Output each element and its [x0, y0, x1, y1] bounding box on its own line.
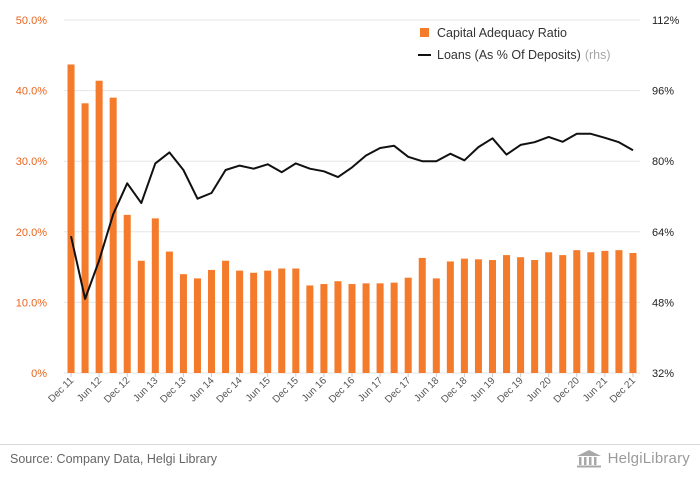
- line-series-loans: [70, 132, 634, 300]
- bar-capital-adequacy: [376, 283, 384, 373]
- bar-capital-adequacy: [193, 278, 201, 373]
- x-tick-label: Dec 15: [271, 375, 301, 405]
- bar-capital-adequacy: [531, 260, 539, 373]
- bar-capital-adequacy: [81, 103, 89, 374]
- legend-label-capital-adequacy: Capital Adequacy Ratio: [437, 26, 567, 40]
- bar-capital-adequacy: [137, 260, 145, 373]
- x-tick-label: Jun 17: [356, 375, 385, 404]
- x-tick-label: Dec 18: [439, 375, 469, 405]
- x-tick-label: Jun 21: [581, 375, 610, 404]
- bar-series-capital-adequacy: [67, 64, 637, 374]
- bar-capital-adequacy: [488, 260, 496, 373]
- bar-capital-adequacy: [264, 270, 272, 373]
- legend: Capital Adequacy Ratio Loans (As % Of De…: [418, 26, 611, 62]
- bar-capital-adequacy: [517, 257, 525, 373]
- library-building-icon: [576, 450, 601, 468]
- bar-capital-adequacy: [306, 285, 314, 373]
- bar-capital-adequacy: [179, 274, 187, 373]
- bar-capital-adequacy: [236, 270, 244, 373]
- bar-capital-adequacy: [587, 252, 595, 373]
- right-axis-tick-label: 64%: [652, 227, 674, 239]
- x-tick-label: Jun 14: [188, 375, 217, 404]
- chart: 0% 10.0% 20.0% 30.0% 40.0% 50.0% 32% 48% 64% 80%…: [16, 15, 680, 406]
- left-axis-tick-label: 0%: [31, 368, 47, 380]
- bar-capital-adequacy: [67, 64, 75, 373]
- x-tick-label: Dec 21: [608, 375, 638, 405]
- bar-capital-adequacy: [250, 272, 258, 373]
- x-tick-label: Dec 11: [46, 375, 76, 405]
- left-axis-tick-label: 10.0%: [16, 297, 47, 309]
- bar-capital-adequacy: [292, 268, 300, 373]
- right-axis-tick-label: 96%: [652, 86, 674, 98]
- bar-capital-adequacy: [334, 281, 342, 373]
- logo-text: HelgiLibrary: [607, 449, 690, 467]
- bar-capital-adequacy: [545, 252, 553, 373]
- right-axis-tick-label: 112%: [652, 15, 680, 27]
- footer-divider: [0, 444, 700, 445]
- left-axis: 0% 10.0% 20.0% 30.0% 40.0% 50.0%: [16, 15, 47, 380]
- bar-capital-adequacy: [362, 283, 370, 373]
- right-axis-tick-label: 80%: [652, 156, 674, 168]
- x-tick-label: Jun 20: [525, 375, 554, 404]
- x-tick-label: Dec 19: [496, 375, 526, 405]
- legend-swatch-capital-adequacy: [420, 28, 429, 37]
- right-axis: 32% 48% 64% 80% 96% 112%: [652, 15, 680, 380]
- legend-label-loans-name: Loans (As % Of Deposits): [437, 48, 581, 62]
- x-tick-label: Dec 17: [383, 375, 413, 405]
- right-axis-tick-label: 32%: [652, 368, 674, 380]
- bar-capital-adequacy: [222, 260, 230, 373]
- bar-capital-adequacy: [629, 252, 637, 373]
- bar-capital-adequacy: [404, 277, 412, 373]
- bar-capital-adequacy: [320, 284, 328, 373]
- gridlines: [64, 19, 640, 374]
- bar-capital-adequacy: [460, 258, 468, 373]
- x-tick-label: Dec 12: [102, 375, 132, 405]
- bar-capital-adequacy: [601, 250, 609, 373]
- bar-capital-adequacy: [390, 282, 398, 373]
- bar-capital-adequacy: [208, 269, 216, 373]
- x-tick-label: Dec 14: [215, 375, 245, 405]
- bar-capital-adequacy: [418, 257, 426, 373]
- bar-capital-adequacy: [151, 218, 159, 373]
- bar-capital-adequacy: [165, 251, 173, 373]
- left-axis-tick-label: 30.0%: [16, 156, 47, 168]
- x-tick-label: Jun 19: [469, 375, 498, 404]
- x-tick-label: Dec 13: [158, 375, 188, 405]
- bar-capital-adequacy: [432, 278, 440, 373]
- x-tick-label: Dec 16: [327, 375, 357, 405]
- bar-capital-adequacy: [503, 255, 511, 373]
- bar-capital-adequacy: [615, 250, 623, 373]
- left-axis-tick-label: 20.0%: [16, 227, 47, 239]
- bar-capital-adequacy: [474, 259, 482, 373]
- legend-label-loans: Loans (As % Of Deposits) (rhs): [437, 48, 611, 62]
- x-tick-label: Jun 12: [75, 375, 104, 404]
- source-note: Source: Company Data, Helgi Library: [10, 452, 218, 466]
- bar-capital-adequacy: [559, 255, 567, 373]
- x-tick-label: Jun 15: [244, 375, 273, 404]
- bar-capital-adequacy: [446, 261, 454, 373]
- x-tick-label: Jun 16: [300, 375, 329, 404]
- left-axis-tick-label: 40.0%: [16, 86, 47, 98]
- bar-capital-adequacy: [278, 268, 286, 373]
- left-axis-tick-label: 50.0%: [16, 15, 47, 27]
- bar-capital-adequacy: [123, 214, 131, 373]
- bar-capital-adequacy: [95, 80, 103, 373]
- bar-capital-adequacy: [573, 250, 581, 373]
- line-loans-to-deposits: [70, 132, 634, 300]
- bar-capital-adequacy: [348, 284, 356, 373]
- right-axis-tick-label: 48%: [652, 297, 674, 309]
- legend-label-loans-suffix: (rhs): [585, 48, 611, 62]
- x-tick-label: Jun 13: [131, 375, 160, 404]
- bar-capital-adequacy: [109, 97, 117, 373]
- x-tick-label: Dec 20: [552, 375, 582, 405]
- helgi-library-logo: HelgiLibrary: [576, 448, 690, 468]
- x-tick-label: Jun 18: [412, 375, 441, 404]
